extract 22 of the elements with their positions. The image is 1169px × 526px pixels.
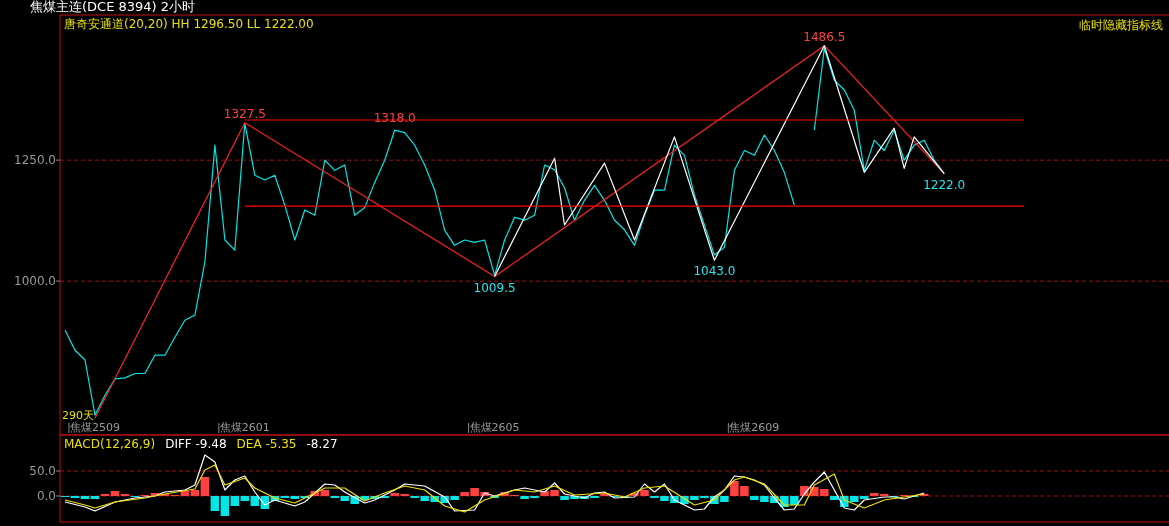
text: DEA -5.35	[236, 437, 297, 451]
x-tick-label: 焦煤2605	[469, 421, 520, 434]
x-tick-label: 焦煤2609	[729, 421, 780, 434]
series-label: DIFF -9.48	[165, 437, 227, 451]
chart-title: 焦煤主连(DCE 8394) 2小时	[30, 0, 196, 14]
x-tick-label: 焦煤2509	[69, 421, 120, 434]
chart-subtitle: 唐奇安通道(20,20) HH 1296.50 LL 1222.00	[64, 17, 314, 31]
annotation: 1009.5	[473, 280, 516, 295]
annotation: 临时隐藏指标线	[1079, 18, 1163, 32]
y-tick-label: 0.0	[36, 489, 56, 503]
x-tick-label: 焦煤2601	[219, 421, 270, 434]
annotation: 1327.5	[223, 106, 266, 121]
annotation: -8.27	[306, 437, 338, 451]
chart-title: MACD(12,26,9)	[64, 437, 156, 451]
y-tick-label: 1000.0	[14, 274, 56, 289]
annotation: 1043.0	[693, 264, 736, 279]
annotation: 290天	[62, 409, 94, 422]
y-tick-label: 50.0	[29, 464, 56, 478]
annotation: 1318.0	[373, 111, 416, 126]
y-tick-label: 1250.0	[14, 153, 56, 168]
annotation: 1486.5	[803, 29, 846, 44]
annotation: 1222.0	[923, 177, 966, 192]
